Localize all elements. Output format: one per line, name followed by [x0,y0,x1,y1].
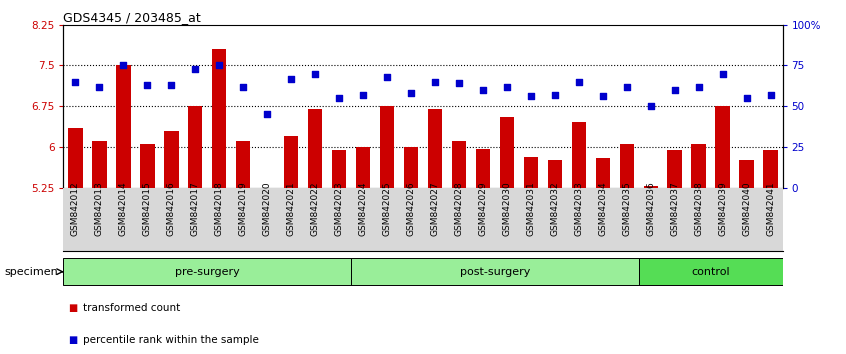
Point [140,82,154,88]
Point [404,90,418,96]
Point [620,84,634,90]
Text: percentile rank within the sample: percentile rank within the sample [83,335,259,345]
Bar [188,106,202,188]
Point [524,93,537,99]
Point [164,82,178,88]
Point [117,63,130,68]
Bar [212,49,227,188]
Point [739,95,753,101]
FancyBboxPatch shape [351,258,639,285]
Bar [260,188,274,189]
Bar [164,131,179,188]
Point [380,74,393,80]
Bar [524,157,538,188]
Point [261,112,274,117]
Point [332,95,346,101]
Text: pre-surgery: pre-surgery [175,267,239,277]
Bar [116,65,130,188]
Bar [763,150,777,188]
Text: specimen: specimen [4,267,58,277]
Point [596,93,609,99]
Text: control: control [691,267,730,277]
Bar [475,149,490,188]
Point [644,103,657,109]
FancyBboxPatch shape [639,258,783,285]
Point [308,71,321,76]
Text: ■: ■ [68,335,77,345]
Text: GDS4345 / 203485_at: GDS4345 / 203485_at [63,11,201,24]
Bar [547,160,562,188]
Point [764,92,777,98]
Bar [332,150,346,188]
Point [692,84,706,90]
Bar [308,109,322,188]
Point [716,71,729,76]
Point [69,79,82,85]
Point [236,84,250,90]
Bar [428,109,442,188]
Bar [572,122,586,188]
Bar [284,136,299,188]
Bar [667,150,682,188]
Text: transformed count: transformed count [83,303,180,313]
Point [284,76,298,81]
Bar [356,147,371,188]
Bar [716,106,730,188]
Point [667,87,681,93]
Bar [644,186,658,188]
Bar [404,147,418,188]
Bar [691,144,706,188]
Point [548,92,562,98]
Point [92,84,106,90]
FancyBboxPatch shape [63,258,351,285]
Bar [92,142,107,188]
Bar [739,160,754,188]
Point [212,63,226,68]
Bar [500,117,514,188]
Point [428,79,442,85]
Bar [140,144,155,188]
Text: post-surgery: post-surgery [459,267,530,277]
Point [452,81,465,86]
Bar [69,128,83,188]
Point [189,66,202,72]
Point [356,92,370,98]
Bar [619,144,634,188]
Bar [380,106,394,188]
Text: ■: ■ [68,303,77,313]
Bar [236,142,250,188]
Bar [596,158,610,188]
Point [572,79,585,85]
Bar [452,142,466,188]
Point [500,84,514,90]
Point [476,87,490,93]
